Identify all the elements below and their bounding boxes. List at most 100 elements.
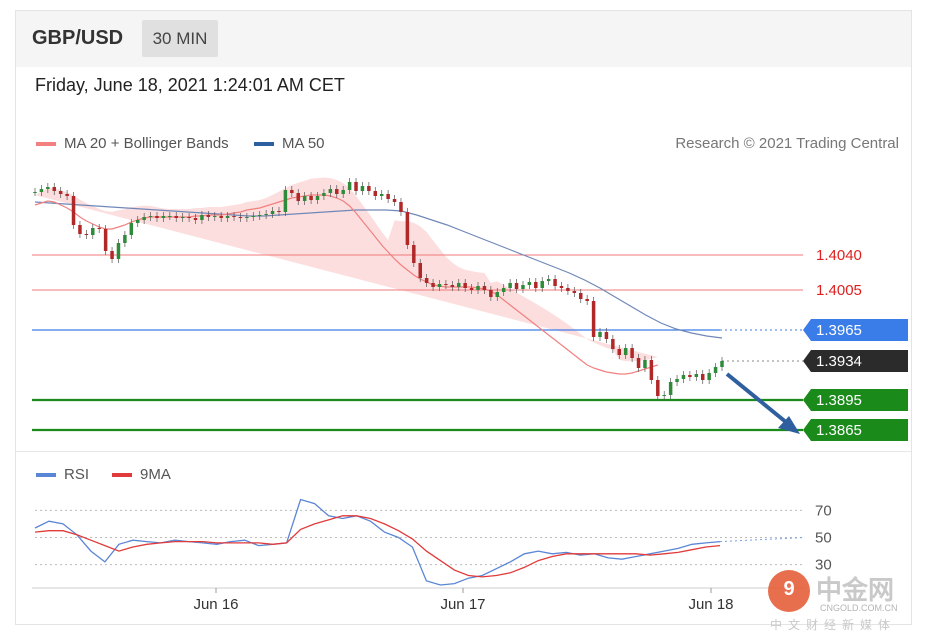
- candle-body: [681, 375, 686, 379]
- candle-body: [489, 290, 493, 297]
- candle-body: [572, 291, 577, 293]
- candle-body: [412, 245, 416, 263]
- candle-body: [65, 194, 69, 196]
- candle-body: [431, 283, 435, 287]
- watermark-logo-icon: 9: [768, 570, 810, 612]
- candle-body: [694, 374, 699, 377]
- candle-body: [142, 217, 146, 220]
- candle-body: [534, 282, 538, 288]
- candle-body: [309, 196, 313, 200]
- support-label-4: 1.3895: [816, 392, 862, 409]
- candle-body: [373, 191, 378, 196]
- rsi-ma-swatch: [112, 473, 132, 478]
- timestamp: Friday, June 18, 2021 1:24:01 AM CET: [35, 75, 345, 95]
- candle-body: [193, 218, 198, 220]
- chart-card: GBP/USD 30 MIN Friday, June 18, 2021 1:2…: [15, 10, 912, 625]
- rsi-line: [34, 498, 721, 586]
- candle-body: [225, 216, 230, 218]
- candle-body: [103, 229, 108, 251]
- candle-body: [437, 284, 442, 287]
- candle-body: [302, 196, 307, 201]
- candle-body: [623, 348, 628, 355]
- candle-body: [206, 215, 211, 217]
- candle-body: [585, 299, 589, 301]
- rsi-tick-50: 50: [815, 530, 832, 547]
- candle-body: [540, 281, 544, 288]
- candle-body: [264, 214, 268, 215]
- candle-body: [245, 217, 249, 218]
- pivot-tag: [803, 319, 908, 341]
- watermark-site: CNGOLD.COM.CN: [820, 603, 898, 613]
- bollinger-band-area: [35, 177, 658, 362]
- candle-body: [33, 192, 37, 193]
- pivot-label: 1.3965: [816, 322, 862, 339]
- resistance-label-0: 1.4040: [816, 247, 862, 264]
- candle-body: [521, 285, 525, 289]
- candle-body: [174, 216, 179, 218]
- candle-body: [213, 216, 217, 217]
- forecast-arrowhead: [778, 416, 800, 434]
- rsi-label: RSI: [64, 466, 90, 483]
- candle-body: [296, 193, 300, 201]
- candle-body: [700, 374, 705, 380]
- candle-body: [617, 349, 622, 355]
- candle-body: [495, 292, 500, 297]
- candle-body: [611, 339, 615, 349]
- candle-body: [110, 251, 114, 259]
- interval-button[interactable]: 30 MIN: [142, 20, 218, 57]
- candle-body: [290, 190, 294, 193]
- candle-body: [386, 194, 390, 199]
- legend-ma50: MA 50: [254, 135, 325, 152]
- candle-body: [501, 288, 506, 292]
- x-tick-label: Jun 16: [193, 596, 238, 613]
- rsi-tick-30: 30: [815, 557, 832, 574]
- ma50-label: MA 50: [282, 135, 325, 152]
- candle-body: [328, 189, 333, 193]
- x-tick-label: Jun 18: [688, 596, 733, 613]
- candle-body: [598, 332, 602, 337]
- candle-body: [251, 216, 256, 217]
- watermark-title: 中金网: [816, 575, 895, 605]
- candle-body: [238, 217, 243, 218]
- candle-body: [418, 263, 422, 278]
- candle-body: [219, 216, 223, 218]
- candle-body: [463, 283, 467, 288]
- candle-body: [155, 216, 159, 218]
- candle-body: [553, 279, 557, 286]
- candle-body: [392, 199, 397, 202]
- candle-body: [257, 215, 262, 216]
- candle-body: [578, 293, 583, 299]
- candle-body: [116, 243, 121, 259]
- current-price-tag: [803, 350, 908, 372]
- candle-body: [200, 215, 204, 220]
- support-label-5: 1.3865: [816, 422, 862, 439]
- panel-divider: [16, 451, 911, 452]
- candle-body: [675, 379, 679, 382]
- candle-body: [270, 211, 275, 214]
- candle-body: [482, 286, 487, 290]
- candle-body: [591, 301, 596, 337]
- candle-body: [379, 194, 384, 196]
- candle-body: [97, 228, 101, 229]
- candle-body: [546, 279, 551, 281]
- legend-ma20: MA 20 + Bollinger Bands: [36, 135, 229, 152]
- ma20-line: [34, 194, 658, 375]
- candle-body: [450, 285, 455, 287]
- candle-body: [46, 187, 50, 189]
- candle-body: [399, 202, 403, 212]
- candle-body: [656, 380, 660, 396]
- ma20-label: MA 20 + Bollinger Bands: [64, 135, 229, 152]
- research-credit: Research © 2021 Trading Central: [675, 135, 899, 152]
- candle-body: [527, 282, 532, 285]
- candle-body: [668, 382, 673, 395]
- currency-pair-title: GBP/USD: [32, 27, 124, 49]
- candle-body: [424, 278, 429, 283]
- ma20-swatch: [36, 142, 56, 147]
- candle-body: [649, 360, 654, 380]
- candle-body: [315, 196, 320, 200]
- candle-body: [84, 234, 89, 235]
- candle-body: [457, 283, 461, 287]
- candle-body: [135, 220, 140, 223]
- candle-body: [707, 373, 711, 380]
